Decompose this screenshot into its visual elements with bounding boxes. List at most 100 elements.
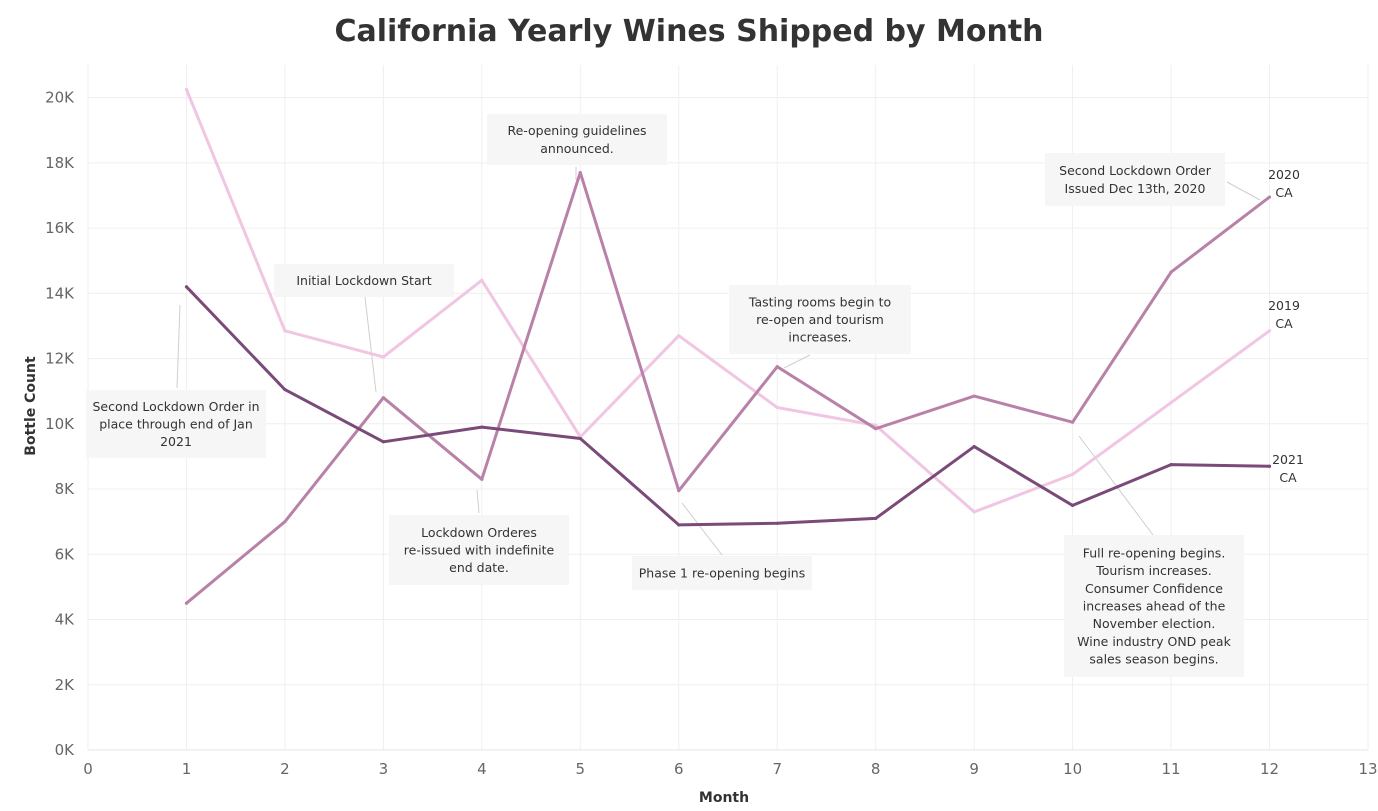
data-point xyxy=(677,489,681,493)
data-point xyxy=(677,334,681,338)
series-label: CA xyxy=(1275,316,1293,331)
data-point xyxy=(1071,420,1075,424)
annotation-box xyxy=(389,515,569,585)
annotation-text: place through end of Jan xyxy=(99,417,253,432)
data-point xyxy=(1267,329,1272,333)
y-tick-label: 4K xyxy=(55,611,76,629)
series-layer xyxy=(184,87,1272,605)
data-point xyxy=(1267,195,1272,199)
annotation-leader xyxy=(783,354,811,369)
x-axis-title: Month xyxy=(699,790,749,806)
data-point xyxy=(775,405,779,410)
series-line xyxy=(185,171,1271,605)
data-point xyxy=(775,365,779,369)
data-point xyxy=(283,329,287,333)
data-point xyxy=(283,520,287,524)
data-point xyxy=(1169,270,1173,274)
annotation-box xyxy=(274,264,454,297)
annotation-text: Tasting rooms begin to xyxy=(748,294,891,309)
annotation-leader xyxy=(176,304,181,389)
data-point xyxy=(972,510,976,514)
annotation-text: Wine industry OND peak xyxy=(1077,634,1231,649)
x-tick-label: 13 xyxy=(1358,760,1377,778)
annotation-leader xyxy=(1078,435,1154,536)
annotation-text: 2021 xyxy=(160,434,192,449)
annotation-box xyxy=(1045,153,1225,206)
annotation-text: end date. xyxy=(449,560,509,575)
x-tick-label: 0 xyxy=(83,760,93,778)
data-point xyxy=(578,171,582,175)
annotation-text: increases. xyxy=(788,330,851,345)
data-point xyxy=(381,355,385,359)
series-line xyxy=(185,88,1271,514)
x-tick-label: 2 xyxy=(280,760,290,778)
data-point xyxy=(972,445,976,449)
data-point xyxy=(677,523,681,527)
annotation-text: Tourism increases. xyxy=(1095,563,1212,578)
x-tick-label: 8 xyxy=(871,760,881,778)
annotation-leader xyxy=(681,502,723,556)
y-tick-label: 8K xyxy=(55,480,76,498)
x-tick-label: 1 xyxy=(182,760,192,778)
annotation-leaders xyxy=(176,167,1261,556)
chart-title: California Yearly Wines Shipped by Month xyxy=(334,14,1044,49)
annotation-text: Consumer Confidence xyxy=(1085,581,1223,596)
data-point xyxy=(480,425,484,429)
series-line xyxy=(185,285,1271,527)
annotation-text: Second Lockdown Order in xyxy=(92,399,259,414)
annotation-box xyxy=(729,285,911,354)
data-point xyxy=(874,427,878,431)
annotation-text: sales season begins. xyxy=(1089,652,1218,667)
series-label: CA xyxy=(1275,185,1293,200)
data-point xyxy=(775,521,779,525)
series-label: 2020 xyxy=(1268,167,1300,182)
annotation-text: Re-opening guidelines xyxy=(507,123,646,138)
data-point xyxy=(1267,464,1272,468)
annotation-text: re-issued with indefinite xyxy=(404,543,555,558)
series-label: CA xyxy=(1279,470,1297,485)
x-tick-label: 11 xyxy=(1162,760,1181,778)
series-label: 2019 xyxy=(1268,298,1300,313)
x-tick-label: 5 xyxy=(576,760,586,778)
data-point xyxy=(381,440,385,444)
series-label: 2021 xyxy=(1272,452,1304,467)
data-point xyxy=(874,516,878,521)
data-point xyxy=(1169,401,1173,405)
data-point xyxy=(874,423,878,428)
annotation-text: announced. xyxy=(540,141,613,156)
y-tick-label: 12K xyxy=(45,350,75,368)
annotation-box xyxy=(487,114,667,165)
y-tick-label: 18K xyxy=(45,154,75,172)
y-tick-label: 6K xyxy=(55,545,76,563)
y-tick-label: 2K xyxy=(55,676,76,694)
x-tick-label: 6 xyxy=(674,760,684,778)
data-point xyxy=(1071,503,1075,507)
data-point xyxy=(184,601,189,605)
annotation-box xyxy=(86,390,266,458)
x-tick-label: 12 xyxy=(1260,760,1279,778)
x-tick-label: 4 xyxy=(477,760,487,778)
annotation-text: November election. xyxy=(1093,616,1216,631)
data-point xyxy=(480,477,484,481)
annotation-layer: Second Lockdown Order in place through en… xyxy=(86,114,1244,677)
annotation-text: Issued Dec 13th, 2020 xyxy=(1065,181,1206,196)
y-axis-title: Bottle Count xyxy=(23,356,39,456)
data-point xyxy=(1169,462,1173,467)
data-point xyxy=(184,285,189,289)
data-point xyxy=(1071,472,1075,476)
annotation-box xyxy=(1064,535,1244,677)
data-point xyxy=(972,394,976,398)
data-point xyxy=(184,87,189,92)
annotation-text: Lockdown Orderes xyxy=(421,525,537,540)
annotation-leader xyxy=(1226,181,1261,201)
data-point xyxy=(578,436,582,441)
y-tick-label: 10K xyxy=(45,415,75,433)
annotation-leader xyxy=(364,296,377,393)
y-tick-label: 0K xyxy=(55,741,76,759)
annotation-box xyxy=(632,556,812,590)
data-point xyxy=(283,387,287,392)
annotation-text: Second Lockdown Order xyxy=(1059,163,1212,178)
data-point xyxy=(480,278,484,282)
